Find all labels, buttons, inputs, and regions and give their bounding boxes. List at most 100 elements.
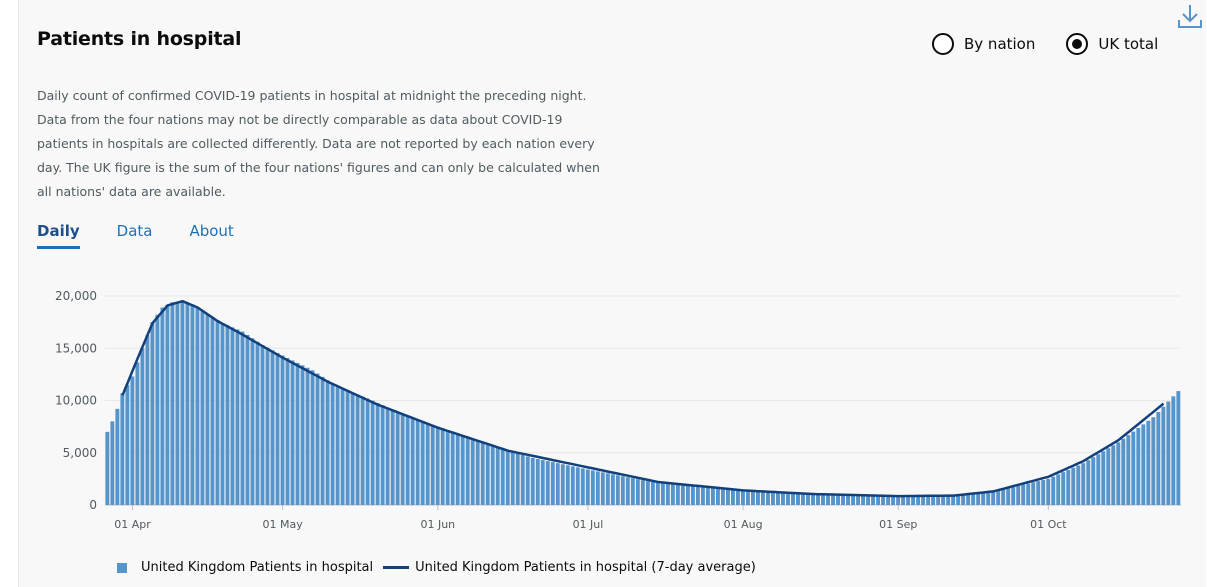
bar xyxy=(911,495,916,505)
tab-daily[interactable]: Daily xyxy=(37,222,80,249)
bar xyxy=(1066,469,1071,505)
bar xyxy=(816,494,820,505)
x-tick-label: 01 Aug xyxy=(724,518,763,531)
bar xyxy=(230,327,235,505)
bar xyxy=(826,494,830,505)
bar xyxy=(540,460,545,505)
bar xyxy=(375,402,380,505)
bar xyxy=(1016,485,1021,505)
bar xyxy=(265,347,270,505)
bar xyxy=(1041,480,1046,505)
bar xyxy=(730,490,735,505)
bar xyxy=(490,445,495,505)
bar xyxy=(705,487,710,505)
bar xyxy=(685,486,690,505)
bar xyxy=(560,464,565,505)
bar xyxy=(1011,486,1016,505)
radio-by-nation-circle[interactable] xyxy=(932,33,954,55)
bar xyxy=(700,487,705,505)
bar xyxy=(320,376,325,505)
tab-about[interactable]: About xyxy=(189,222,234,240)
bar xyxy=(1046,478,1051,505)
bar xyxy=(205,313,210,505)
bar xyxy=(710,488,715,505)
bar xyxy=(690,486,695,505)
legend-bar-label: United Kingdom Patients in hospital xyxy=(141,560,374,575)
bar xyxy=(916,495,921,505)
bar xyxy=(1106,448,1111,505)
bar xyxy=(210,316,215,505)
bar xyxy=(715,488,720,505)
bar xyxy=(1026,483,1031,505)
bar xyxy=(575,467,580,505)
bar xyxy=(260,345,265,505)
bar xyxy=(936,495,941,505)
bar xyxy=(665,484,670,505)
bar xyxy=(776,492,780,505)
bar xyxy=(756,491,760,505)
bar xyxy=(115,408,120,505)
bar xyxy=(370,400,375,505)
bar xyxy=(846,494,850,505)
bar xyxy=(565,465,570,505)
bar xyxy=(465,437,470,505)
bar xyxy=(650,482,655,505)
tab-data[interactable]: Data xyxy=(116,222,153,240)
radio-uk-total-circle[interactable] xyxy=(1066,33,1089,55)
bar xyxy=(931,495,936,505)
bar xyxy=(811,494,815,505)
bar xyxy=(1121,438,1126,505)
bar xyxy=(1101,451,1106,505)
bar xyxy=(355,394,360,505)
bar xyxy=(951,495,956,505)
bar xyxy=(550,462,555,505)
bar xyxy=(140,348,145,505)
bar xyxy=(720,489,725,505)
bar xyxy=(415,419,420,505)
bar xyxy=(1096,454,1101,505)
bar xyxy=(1051,476,1056,505)
bar xyxy=(976,492,981,505)
bar xyxy=(500,448,505,505)
download-icon[interactable] xyxy=(1176,2,1204,30)
bar xyxy=(725,489,730,505)
bar xyxy=(445,430,450,505)
bar xyxy=(806,493,810,505)
bar xyxy=(645,481,650,505)
bar xyxy=(1091,457,1096,505)
y-tick-label: 15,000 xyxy=(55,341,97,355)
bar xyxy=(310,370,315,505)
bar xyxy=(735,490,740,505)
bar xyxy=(315,373,320,505)
bar xyxy=(570,466,575,505)
y-tick-label: 20,000 xyxy=(55,289,97,303)
bar xyxy=(150,322,155,505)
bar xyxy=(605,473,610,505)
bar xyxy=(831,494,835,505)
bar xyxy=(956,495,961,505)
x-tick-label: 01 Jun xyxy=(420,518,455,531)
bar xyxy=(1176,391,1181,505)
bar xyxy=(1081,463,1086,505)
legend-bar-swatch xyxy=(117,562,127,573)
bar xyxy=(670,484,675,505)
bar xyxy=(585,469,590,505)
bar xyxy=(580,468,585,505)
bar xyxy=(1156,411,1161,505)
bar xyxy=(625,477,630,505)
bar xyxy=(996,490,1001,505)
bar xyxy=(946,495,951,505)
radio-uk-total[interactable]: UK total xyxy=(1066,33,1158,55)
bar xyxy=(250,338,255,505)
radio-by-nation[interactable]: By nation xyxy=(932,33,1035,55)
bar xyxy=(1076,465,1081,505)
bar xyxy=(135,362,140,505)
bar xyxy=(1141,424,1146,505)
bar xyxy=(1116,442,1121,505)
bar xyxy=(325,380,330,505)
bar xyxy=(470,438,475,505)
bar xyxy=(866,495,871,505)
chart-legend: United Kingdom Patients in hospital Unit… xyxy=(117,560,756,575)
radio-by-nation-label: By nation xyxy=(964,35,1036,53)
